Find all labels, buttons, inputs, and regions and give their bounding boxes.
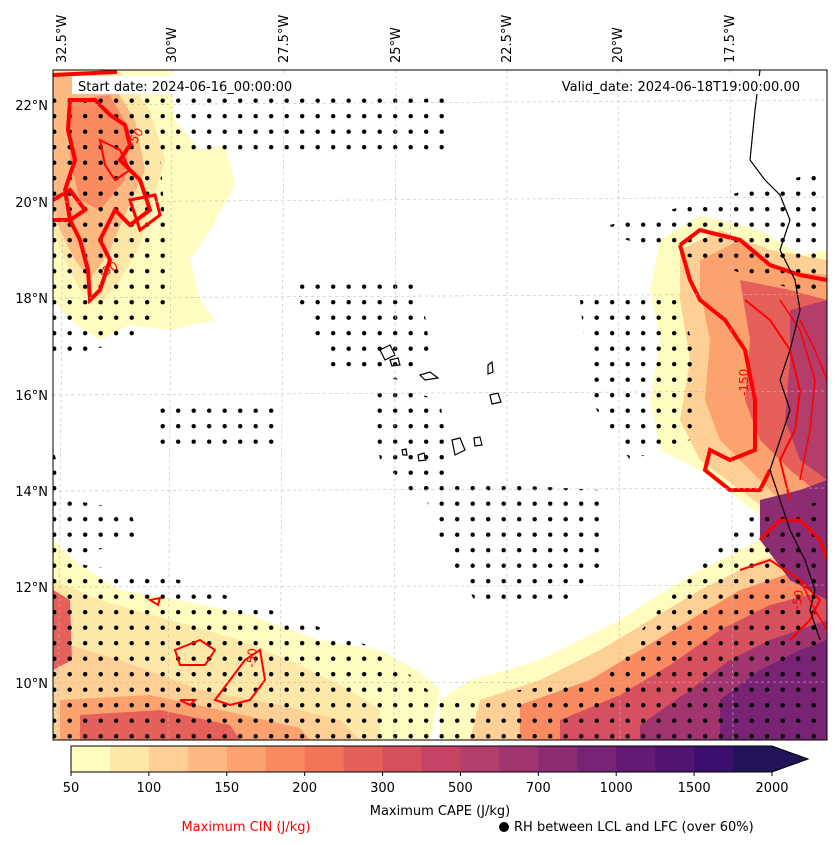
colorbar-cell [226,746,267,772]
header-bg [542,76,804,94]
colorbar-tick-label: 150 [214,781,239,796]
contour-label: -50 [789,589,806,611]
lon-label: 20°W [611,27,626,63]
lat-label: 10°N [15,677,48,692]
colorbar-outline [70,745,810,773]
colorbar-cell [577,746,617,772]
colorbar-tick-label: 2000 [755,781,788,796]
lon-label: 30°W [165,27,180,63]
cin-legend-label: Maximum CIN (J/kg) [181,820,310,835]
colorbar-cells [71,746,773,772]
lon-label: 25°W [389,27,404,63]
colorbar-cell [109,746,150,772]
graticule [53,70,827,740]
colorbar-cell [382,746,422,772]
contour-label: -50 [244,648,260,669]
rh-legend-dot [499,822,509,832]
start-date: Start date: 2024-06-16_00:00:00 [78,80,292,95]
colorbar-cell [421,746,461,772]
colorbar-cell [499,746,539,772]
longitude-labels: 32.5°W 30°W 27.5°W 25°W 22.5°W 20°W 17.5… [55,15,738,63]
colorbar-extend-arrow [772,746,808,772]
lon-label: 17.5°W [723,15,738,63]
lat-label: 22°N [15,99,48,114]
lat-label: 16°N [15,389,48,404]
colorbar-tick-label: 300 [370,781,395,796]
colorbar-cell [655,746,695,772]
lon-label: 32.5°W [55,15,70,63]
rh-legend-label: RH between LCL and LFC (over 60%) [514,820,754,835]
colorbar-cell [148,746,189,772]
colorbar-cell [616,746,656,772]
lon-label: 27.5°W [277,15,292,63]
colorbar-tick-label: 500 [448,781,473,796]
colorbar-tick-label: 50 [63,781,80,796]
colorbar-cell [71,746,111,772]
colorbar-tick-label: 1000 [600,781,633,796]
valid-date: Valid_date: 2024-06-18T19:00:00.00 [562,80,800,95]
colorbar-cell [304,746,345,772]
colorbar-tick-label: 700 [526,781,551,796]
colorbar-cell [265,746,306,772]
colorbar-tick-label: 200 [292,781,317,796]
lat-label: 14°N [15,485,48,500]
colorbar-cell [187,746,228,772]
colorbar-label: Maximum CAPE (J/kg) [370,804,510,819]
coastline [379,70,821,641]
colorbar-cell [343,746,384,772]
colorbar-cell [538,746,578,772]
colorbar-cell [460,746,500,772]
lon-label: 22.5°W [500,15,515,63]
colorbar-cell [694,746,734,772]
header-bg [72,76,312,94]
contour-label: -150 [737,369,751,396]
colorbar-ticks: 50 100 150 200 300 500 700 1000 1500 2000 [63,772,789,796]
lat-label: 12°N [15,581,48,596]
colorbar-tick-label: 100 [136,781,161,796]
lat-label: 18°N [15,292,48,307]
map-border [52,69,828,741]
cin-contours [53,70,827,707]
rh-stipple [53,90,827,740]
colorbar-cell [733,746,773,772]
colorbar-tick-label: 1500 [678,781,711,796]
latitude-labels: 22°N 20°N 18°N 16°N 14°N 12°N 10°N [15,99,48,692]
colorbar: 50 100 150 200 300 500 700 1000 1500 2000 Maximum… [63,745,810,819]
lat-label: 20°N [15,196,48,211]
